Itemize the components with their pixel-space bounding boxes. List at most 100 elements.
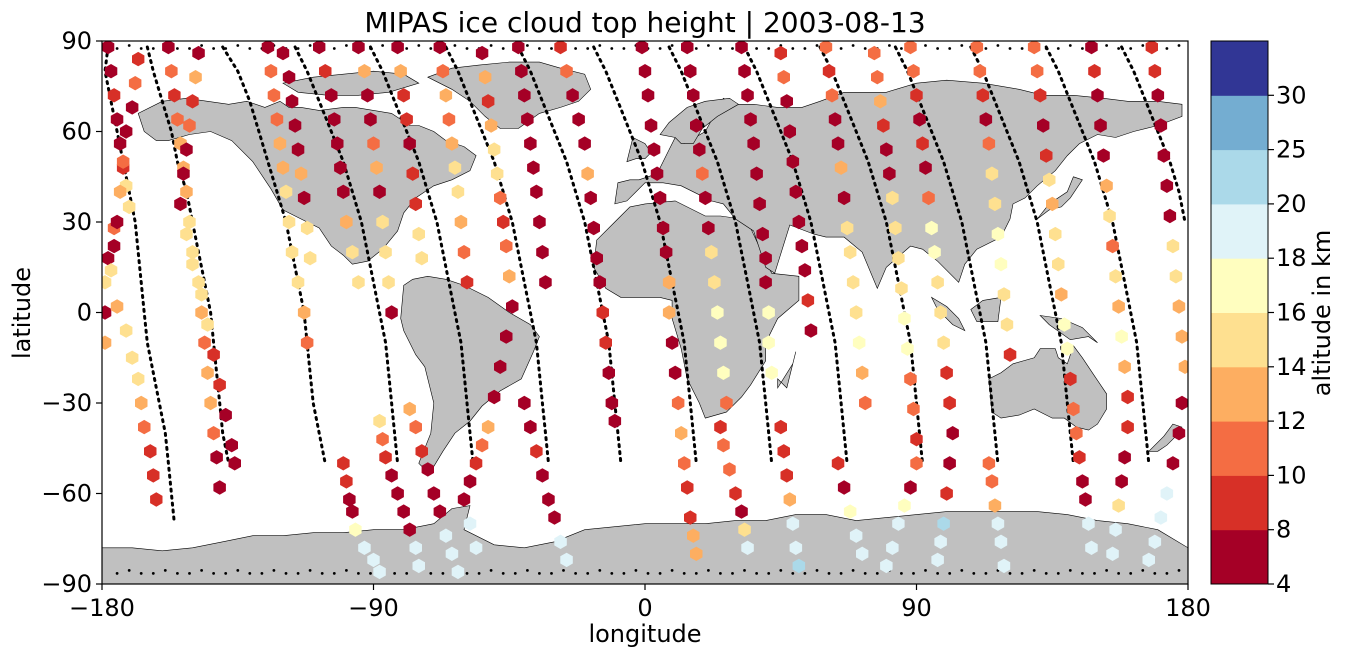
- x-axis-ticks: −180 −90 0 90 180: [69, 584, 1211, 622]
- cloud-top-point: [367, 552, 380, 568]
- cloud-top-point: [907, 64, 920, 79]
- cloud-top-point: [774, 45, 787, 61]
- cloud-top-point: [340, 214, 353, 230]
- cloud-top-point: [741, 540, 754, 555]
- cloud-top-point: [1064, 371, 1077, 387]
- track-dot: [1153, 572, 1157, 575]
- cloud-top-point: [837, 480, 851, 495]
- cloud-top-point: [973, 64, 987, 79]
- colorbar-bin: [1211, 149, 1268, 205]
- cloud-top-point: [859, 395, 872, 411]
- track-dot: [948, 572, 952, 575]
- cloud-top-point: [183, 118, 196, 133]
- cloud-top-point: [297, 190, 311, 206]
- x-tick-label: 0: [637, 594, 652, 622]
- cloud-top-point: [319, 64, 332, 79]
- track-dot: [393, 572, 396, 575]
- cloud-top-point: [195, 287, 208, 302]
- track-dot: [658, 572, 662, 575]
- track-dot: [622, 572, 626, 575]
- cloud-top-point: [913, 112, 926, 127]
- cloud-top-point: [1166, 238, 1180, 254]
- cloud-top-point: [382, 275, 395, 290]
- cloud-top-point: [560, 64, 573, 79]
- cloud-top-point: [825, 88, 839, 103]
- track-dot: [465, 47, 469, 50]
- track-dot: [610, 47, 614, 50]
- cloud-top-point: [494, 359, 507, 374]
- cloud-top-point: [786, 516, 800, 531]
- track-dot: [851, 569, 855, 572]
- cloud-top-point: [1049, 226, 1062, 242]
- cloud-top-point: [699, 190, 712, 206]
- track-dot: [477, 572, 481, 575]
- track-dot: [694, 572, 698, 575]
- orbit-track: [743, 45, 849, 465]
- cloud-top-point: [985, 166, 999, 181]
- colorbar-tick-label: 14: [1276, 353, 1307, 381]
- cloud-top-point: [539, 275, 552, 290]
- cloud-top-point: [919, 160, 932, 175]
- cloud-top-point: [427, 486, 441, 501]
- cloud-top-point: [834, 160, 848, 175]
- cloud-top-point: [822, 64, 836, 79]
- cloud-top-point: [192, 275, 205, 290]
- track-dot: [1008, 572, 1012, 575]
- cloud-top-point: [457, 245, 471, 260]
- track-dot: [332, 47, 336, 50]
- cloud-top-point: [409, 196, 422, 212]
- cloud-top-point: [1100, 178, 1113, 193]
- cloud-top-point: [110, 299, 124, 314]
- y-tick-label: 0: [77, 299, 92, 327]
- track-dot: [1056, 572, 1060, 575]
- cloud-top-point: [433, 504, 447, 519]
- cloud-top-point: [385, 468, 398, 483]
- track-dot: [224, 572, 228, 575]
- cloud-top-point: [1112, 299, 1125, 314]
- cloud-top-point: [849, 528, 863, 543]
- colorbar-tick-label: 18: [1276, 244, 1307, 272]
- track-dot: [1141, 569, 1145, 572]
- track-dot: [755, 47, 758, 50]
- colorbar-tick-label: 12: [1276, 407, 1307, 435]
- colorbar-tick-label: 4: [1276, 570, 1291, 598]
- track-dot: [719, 47, 722, 50]
- cloud-top-point: [448, 160, 462, 175]
- cloud-top-point: [1172, 426, 1186, 441]
- y-tick-label: 60: [61, 118, 92, 146]
- cloud-top-point: [635, 41, 649, 55]
- cloud-top-point: [1033, 88, 1047, 103]
- cloud-top-point: [587, 220, 600, 236]
- cloud-top-point: [144, 444, 157, 459]
- orbit-track: [667, 45, 774, 465]
- track-dot: [501, 572, 505, 575]
- cloud-top-point: [741, 88, 754, 103]
- cloud-top-point: [1115, 474, 1128, 489]
- x-tick-label: −90: [348, 594, 399, 622]
- cloud-top-point: [421, 462, 434, 477]
- cloud-top-point: [125, 100, 139, 115]
- cloud-top-point: [460, 275, 474, 290]
- cloud-top-point: [653, 190, 667, 206]
- cloud-top-point: [970, 41, 984, 55]
- cloud-top-point: [1172, 299, 1186, 314]
- colorbar-bin: [1211, 41, 1268, 96]
- track-dot: [176, 572, 179, 575]
- cloud-top-point: [777, 444, 790, 459]
- cloud-top-point: [303, 251, 317, 266]
- track-dot: [863, 47, 867, 50]
- cloud-top-point: [337, 184, 350, 199]
- track-dot: [791, 47, 795, 50]
- cloud-top-point: [198, 335, 211, 350]
- cloud-top-point: [518, 88, 531, 103]
- cloud-top-point: [1148, 534, 1162, 549]
- cloud-top-point: [828, 112, 842, 127]
- cloud-top-point: [738, 522, 751, 537]
- cloud-top-point: [524, 419, 537, 435]
- cloud-top-point: [566, 88, 579, 103]
- track-dot: [151, 47, 155, 50]
- track-dot: [851, 44, 855, 47]
- track-dot: [900, 572, 903, 575]
- y-tick-label: −30: [41, 389, 92, 417]
- cloud-top-point: [343, 492, 356, 507]
